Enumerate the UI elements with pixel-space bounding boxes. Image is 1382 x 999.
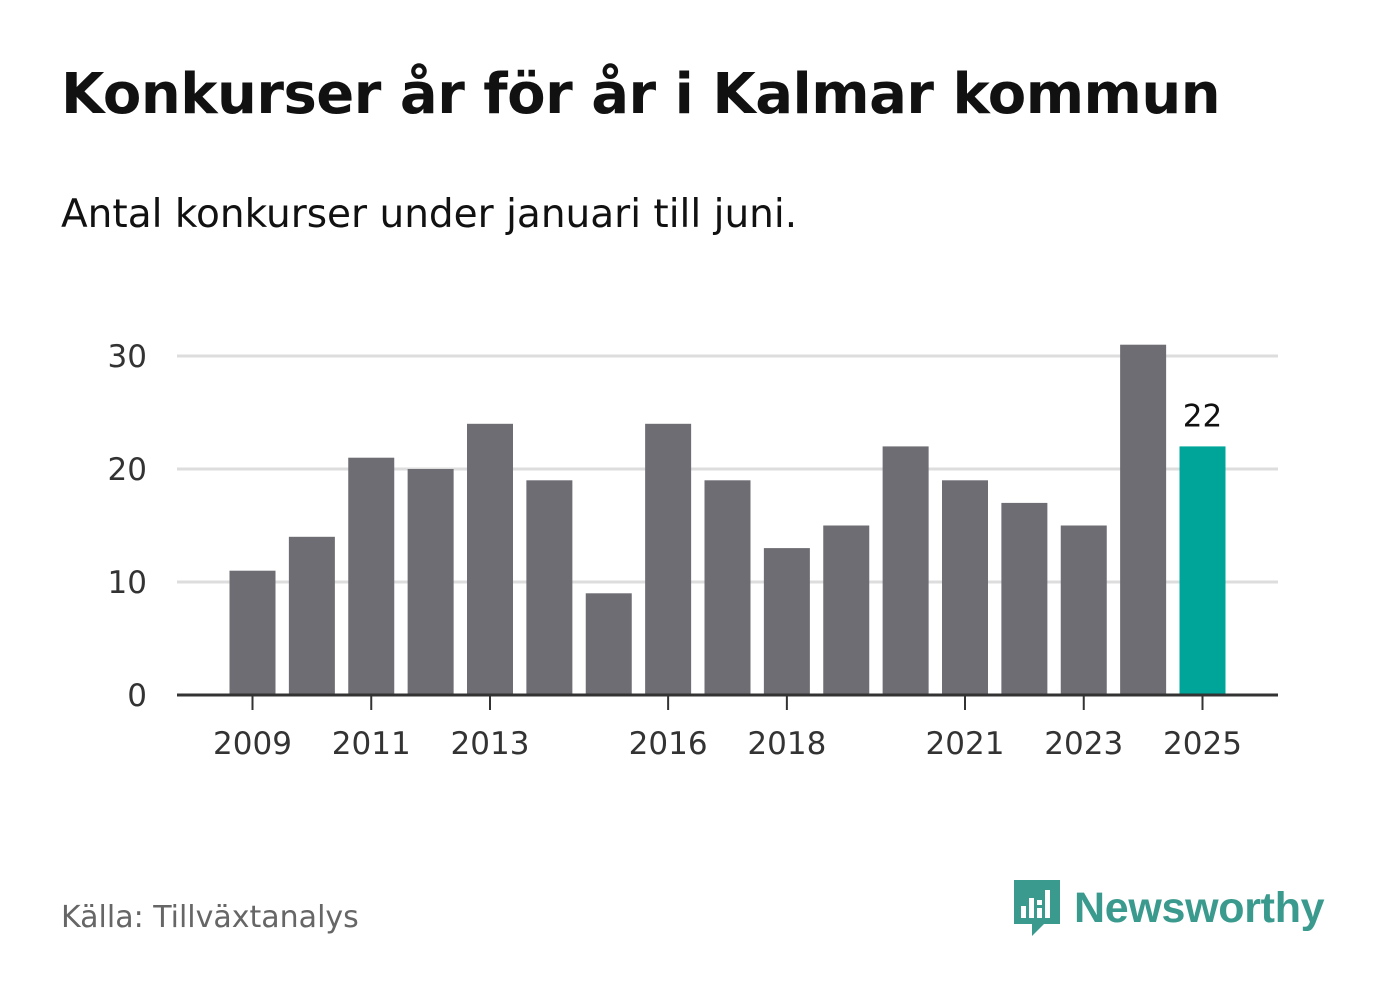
labels: 0 10 20 30 2009 2011 2013 2016 2018 2021 2023 2025 2… (108, 339, 1242, 762)
bar-2020 (882, 446, 929, 695)
x-tick-label: 2023 (1044, 726, 1123, 762)
y-tick-label: 0 (127, 678, 147, 714)
bar-2023 (1060, 525, 1107, 695)
x-tick-label: 2011 (332, 726, 411, 762)
bar-2024 (1120, 344, 1167, 695)
bar-2010 (288, 536, 335, 695)
axes (177, 693, 1278, 710)
brand-logo[interactable]: Newsworthy (1012, 878, 1325, 938)
brand-name: Newsworthy (1074, 883, 1325, 932)
x-tick-label: 2021 (926, 726, 1005, 762)
bar-2011 (348, 457, 395, 695)
chart-subtitle: Antal konkurser under januari till juni. (61, 192, 798, 237)
bar-2012 (407, 469, 454, 695)
y-tick-label: 20 (108, 452, 147, 488)
bar-2022 (1001, 502, 1048, 695)
bars (229, 344, 1226, 695)
bar-2013 (467, 423, 513, 695)
bar-2016 (645, 423, 692, 695)
x-tick-label: 2016 (629, 726, 708, 762)
highlight-value-label: 22 (1183, 398, 1222, 434)
bar-2015 (585, 593, 632, 695)
x-tick-label: 2018 (747, 726, 826, 762)
bar-2025 (1179, 446, 1226, 695)
bar-2018 (763, 548, 810, 695)
bar-2019 (823, 525, 870, 695)
bar-2021 (942, 480, 988, 695)
x-tick-label: 2013 (451, 726, 530, 762)
source-note: Källa: Tillväxtanalys (61, 900, 359, 935)
bar-2014 (526, 480, 573, 695)
y-tick-label: 30 (108, 339, 147, 375)
x-tick-label: 2025 (1163, 726, 1242, 762)
bar-2017 (704, 480, 751, 695)
x-tick-label: 2009 (213, 726, 292, 762)
bar-chart: 0 10 20 30 2009 2011 2013 2016 2018 2021 2023 2025 2… (108, 339, 1278, 762)
bar-2009 (229, 570, 276, 695)
newsworthy-logo-icon (1014, 880, 1060, 936)
chart-title: Konkurser år för år i Kalmar kommun (61, 62, 1221, 127)
y-tick-label: 10 (108, 565, 147, 601)
